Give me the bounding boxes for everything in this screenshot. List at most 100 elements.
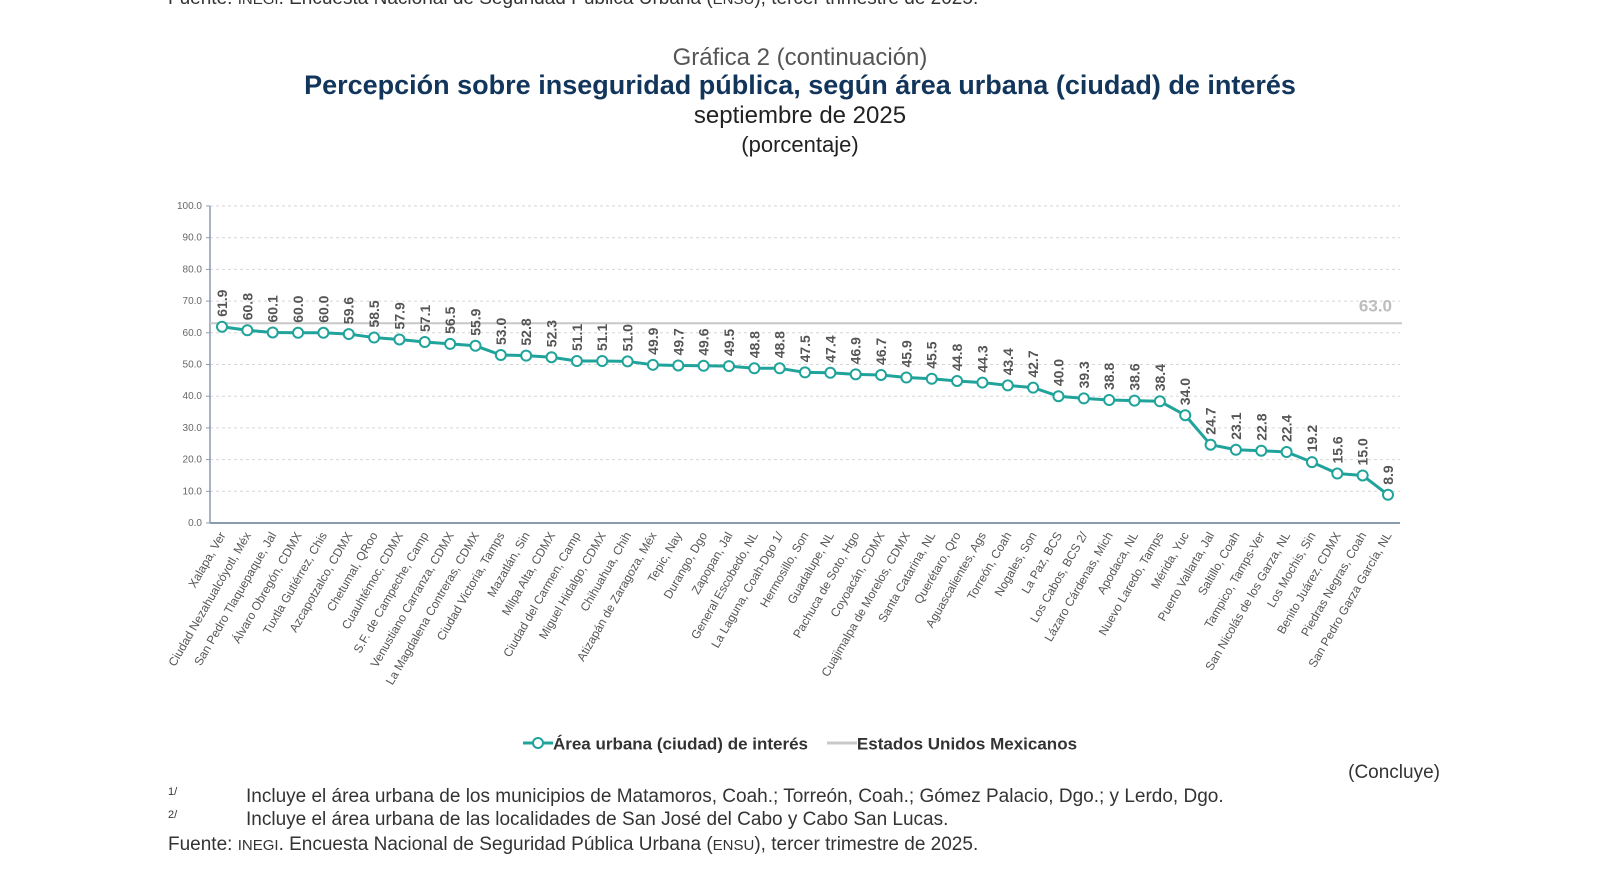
y-tick-label: 50.0 — [183, 360, 203, 371]
data-point — [1153, 395, 1166, 408]
data-label: 57.1 — [417, 305, 433, 332]
data-point — [469, 339, 482, 352]
data-label: 38.6 — [1127, 363, 1143, 390]
data-point — [1027, 381, 1040, 394]
data-label: 55.9 — [467, 308, 483, 335]
data-point — [1280, 445, 1293, 458]
data-point — [1077, 392, 1090, 405]
graph-number: Gráfica 2 (continuación) — [672, 44, 928, 71]
data-point — [748, 362, 761, 375]
legend-series-label: Área urbana (ciudad) de interés — [552, 734, 809, 754]
data-label: 38.8 — [1101, 363, 1117, 390]
data-label: 47.5 — [797, 335, 813, 362]
data-point — [596, 355, 609, 368]
data-label: 49.9 — [645, 327, 661, 354]
data-point — [1204, 438, 1217, 451]
data-point — [849, 368, 862, 381]
data-point — [875, 368, 888, 381]
data-point — [1103, 394, 1116, 407]
source-note: Fuente: INEGI. Encuesta Nacional de Segu… — [168, 834, 979, 855]
data-label: 24.7 — [1203, 407, 1219, 434]
data-point — [1001, 379, 1014, 392]
data-point — [672, 359, 685, 372]
footnote-2: 2/Incluye el área urbana de las localida… — [168, 809, 949, 830]
footnote-1: 1/Incluye el área urbana de los municipi… — [168, 786, 1224, 807]
chart-unit: (porcentaje) — [741, 132, 859, 157]
data-label: 57.9 — [391, 302, 407, 329]
data-label: 52.8 — [518, 318, 534, 345]
data-point — [216, 320, 228, 333]
data-label: 42.7 — [1025, 350, 1041, 377]
data-label: 52.3 — [544, 320, 560, 347]
data-label: 48.8 — [746, 331, 762, 358]
data-point — [646, 358, 659, 371]
data-label: 15.6 — [1329, 436, 1345, 463]
data-label: 49.6 — [696, 328, 712, 355]
y-tick-label: 100.0 — [177, 201, 202, 212]
data-point — [368, 331, 381, 344]
data-point — [1255, 444, 1268, 457]
data-label: 40.0 — [1050, 359, 1066, 386]
data-label: 45.9 — [898, 340, 914, 367]
y-tick-label: 20.0 — [183, 455, 203, 466]
data-label: 44.3 — [974, 345, 990, 372]
data-point — [494, 348, 507, 361]
data-point — [342, 328, 355, 341]
legend-reference-label: Estados Unidos Mexicanos — [856, 734, 1078, 754]
y-tick-label: 80.0 — [183, 264, 203, 275]
data-point — [976, 376, 989, 389]
y-tick-label: 10.0 — [183, 486, 203, 497]
data-label: 61.9 — [214, 289, 230, 316]
data-point — [621, 355, 634, 368]
data-label: 60.1 — [265, 295, 281, 322]
data-label: 15.0 — [1355, 438, 1371, 465]
data-point — [1052, 390, 1065, 403]
data-label: 44.8 — [949, 344, 965, 371]
data-label: 47.4 — [822, 335, 838, 362]
data-point — [545, 351, 558, 364]
legend-series-icon — [522, 735, 553, 754]
data-label: 53.0 — [493, 318, 509, 345]
data-label: 39.3 — [1076, 361, 1092, 388]
data-label: 46.9 — [848, 337, 864, 364]
data-label: 48.8 — [772, 331, 788, 358]
y-tick-label: 0.0 — [188, 518, 202, 529]
data-label: 51.1 — [594, 324, 610, 351]
data-point — [951, 374, 964, 387]
data-label: 19.2 — [1304, 425, 1320, 452]
data-point — [773, 362, 786, 375]
data-point — [570, 355, 583, 368]
data-point — [824, 366, 837, 379]
data-point — [266, 326, 279, 339]
legend-reference-icon — [826, 735, 857, 754]
data-point — [1179, 409, 1192, 422]
data-point — [925, 372, 938, 385]
data-point — [393, 333, 406, 346]
y-tick-label: 70.0 — [183, 296, 203, 307]
data-point — [418, 335, 431, 348]
y-tick-label: 60.0 — [183, 328, 203, 339]
data-label: 49.7 — [670, 328, 686, 355]
data-label: 60.0 — [290, 295, 306, 322]
data-point — [722, 360, 735, 373]
data-point — [317, 326, 330, 339]
data-point — [444, 337, 457, 350]
data-label: 22.8 — [1253, 413, 1269, 440]
legend: Área urbana (ciudad) de interés Estados … — [0, 734, 1600, 755]
data-label: 43.4 — [1000, 348, 1016, 375]
previous-page-source: Fuente: INEGI. Encuesta Nacional de Segu… — [168, 0, 978, 10]
data-label: 23.1 — [1228, 412, 1244, 439]
data-point — [241, 324, 254, 337]
data-label: 8.9 — [1380, 465, 1396, 485]
data-label: 46.7 — [873, 337, 889, 364]
data-label: 49.5 — [721, 329, 737, 356]
data-point — [1356, 469, 1369, 482]
data-point — [1229, 443, 1242, 456]
y-tick-label: 30.0 — [183, 423, 203, 434]
data-point — [1382, 488, 1394, 501]
data-label: 51.1 — [569, 324, 585, 351]
chart-title: Percepción sobre inseguridad pública, se… — [304, 70, 1296, 100]
y-tick-label: 90.0 — [183, 233, 203, 244]
data-point — [697, 359, 710, 372]
concluye-note: (Concluye) — [1348, 762, 1440, 783]
